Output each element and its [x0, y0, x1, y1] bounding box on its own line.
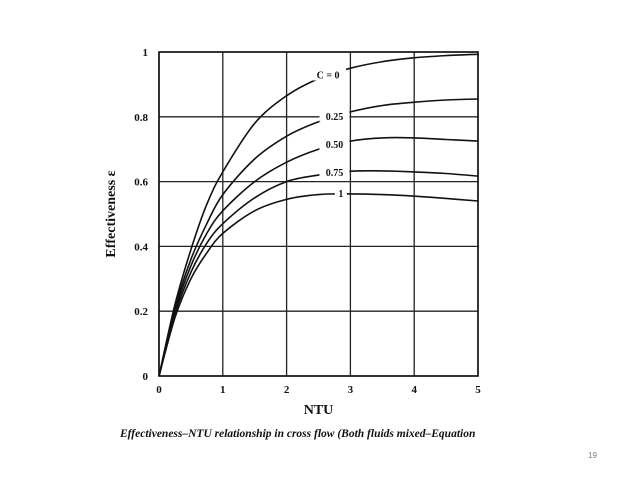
page-number: 19 — [588, 451, 597, 460]
y-tick-label: 0.6 — [134, 177, 148, 189]
series-label-backdrop — [319, 138, 350, 151]
chart-ticks: 0 1 2 3 4 5 0 0.2 0.4 0.6 0.8 1 — [134, 47, 481, 396]
series-line-1 — [158, 53, 479, 377]
y-tick-label: 0.4 — [134, 241, 148, 253]
series-label-1: C = 0 — [317, 70, 340, 81]
chart-caption: Effectiveness–NTU relationship in cross … — [120, 428, 476, 440]
series-line-2 — [158, 98, 479, 377]
x-tick-label: 3 — [348, 384, 354, 396]
x-axis-title: NTU — [304, 403, 334, 418]
chart-series — [158, 53, 479, 377]
series-label-4: 0.75 — [326, 168, 344, 179]
series-label-backdrop — [319, 166, 350, 179]
series-line-3 — [158, 136, 479, 377]
x-tick-label: 2 — [284, 384, 290, 396]
x-tick-label: 5 — [475, 384, 481, 396]
x-tick-label: 4 — [411, 384, 417, 396]
series-label-5: 1 — [338, 189, 343, 200]
x-tick-label: 0 — [156, 384, 162, 396]
series-label-3: 0.50 — [326, 140, 344, 151]
series-line-5 — [158, 193, 479, 377]
x-tick-label: 1 — [220, 384, 226, 396]
y-tick-label: 0.2 — [134, 306, 148, 318]
plot-frame — [158, 51, 479, 377]
y-axis-title: Effectiveness ε — [104, 170, 119, 257]
y-tick-label: 1 — [143, 47, 149, 59]
chart-labels: C = 0 0.25 0.50 0.75 1 — [310, 68, 350, 200]
y-tick-label: 0 — [143, 371, 149, 383]
series-label-backdrop — [310, 68, 347, 81]
series-label-2: 0.25 — [326, 112, 344, 123]
series-label-backdrop — [319, 109, 350, 122]
y-tick-label: 0.8 — [134, 112, 148, 124]
series-line-4 — [158, 169, 479, 377]
series-label-backdrop — [334, 187, 347, 200]
